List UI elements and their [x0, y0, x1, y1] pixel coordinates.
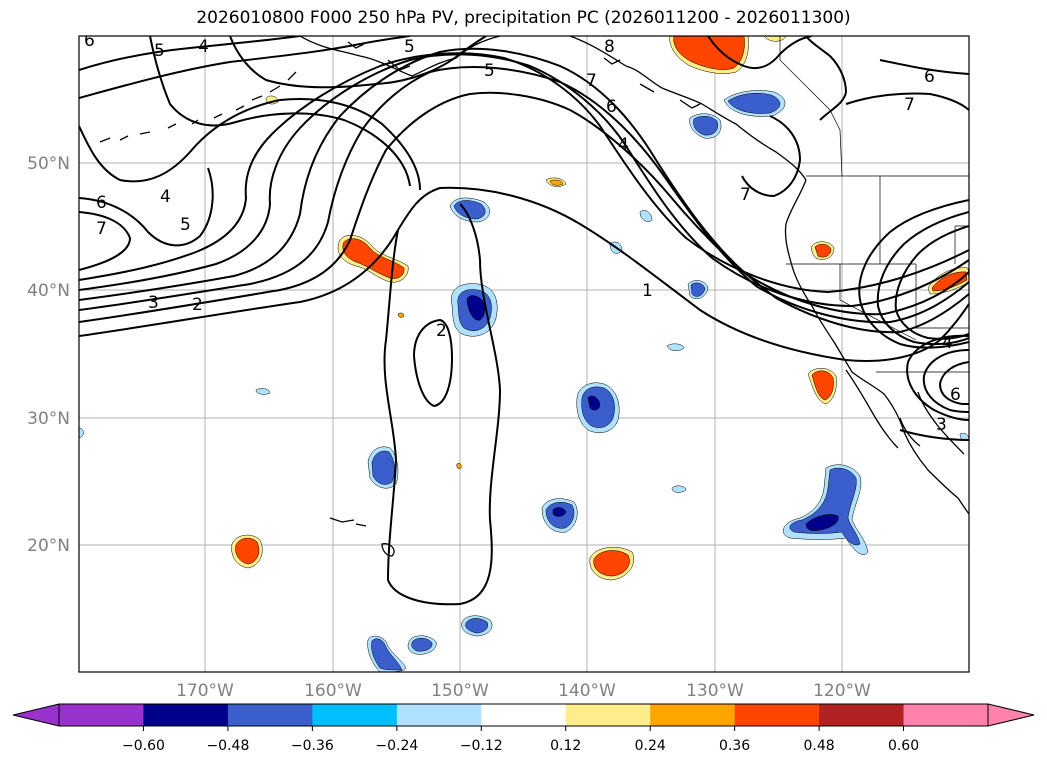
precip-patch [457, 463, 461, 468]
colorbar-segment [481, 704, 566, 726]
lat-label: 20°N [27, 536, 70, 556]
contour-label: 2 [436, 321, 447, 341]
colorbar-tick-label: −0.60 [122, 738, 165, 754]
precip-patch [398, 313, 404, 318]
contour-label: 6 [950, 385, 961, 405]
lat-label: 30°N [27, 409, 70, 429]
contour-label: 8 [604, 37, 615, 57]
colorbar-segment [735, 704, 820, 726]
colorbar-ticks: −0.60 −0.48 −0.36 −0.24 −0.12 0.12 0.24 0.36 0.4… [122, 726, 919, 754]
colorbar-tick-label: 0.36 [719, 738, 750, 754]
contour-label: 4 [198, 37, 209, 57]
contour-label: 1 [642, 281, 653, 301]
colorbar-segment [904, 704, 989, 726]
contour-label: 6 [924, 67, 935, 87]
colorbar-tick-label: −0.36 [291, 738, 334, 754]
colorbar-underflow-triangle [13, 704, 59, 726]
contour-label: 4 [942, 333, 953, 353]
colorbar-tick-label: 0.12 [550, 738, 581, 754]
colorbar-tick-label: 0.24 [635, 738, 666, 754]
colorbar-segment [312, 704, 397, 726]
precip-patch [412, 638, 432, 651]
precip-patch [672, 486, 686, 493]
colorbar-segment [650, 704, 735, 726]
contour-label: 7 [904, 95, 915, 115]
colorbar-tick-label: −0.12 [460, 738, 503, 754]
colorbar-segment [59, 704, 144, 726]
colorbar-segment [228, 704, 313, 726]
contour-label: 6 [96, 193, 107, 213]
colorbar: −0.60 −0.48 −0.36 −0.24 −0.12 0.12 0.24 0.36 0.4… [13, 704, 1034, 754]
contour-label: 5 [484, 61, 495, 81]
colorbar-segment [397, 704, 482, 726]
colorbar-tick-label: −0.48 [206, 738, 249, 754]
longitude-labels: 170°W 160°W 150°W 140°W 130°W 120°W [176, 681, 871, 701]
colorbar-tick-label: 0.48 [804, 738, 835, 754]
contour-label: 6 [84, 31, 95, 51]
colorbar-segment [819, 704, 904, 726]
contour-label: 4 [618, 135, 629, 155]
latitude-labels: 50°N 40°N 30°N 20°N [27, 154, 70, 556]
colorbar-segment [566, 704, 651, 726]
map-figure: 6 5 4 5 8 7 6 4 5 7 6 7 6 4 5 7 1 3 2 2 … [0, 0, 1047, 765]
precip-patch [372, 451, 394, 484]
contour-label: 7 [740, 185, 751, 205]
map-panel [79, 36, 969, 672]
contour-label: 2 [192, 295, 203, 315]
contour-label: 5 [404, 37, 415, 57]
contour-label: 5 [180, 215, 191, 235]
contour-label: 3 [148, 293, 159, 313]
lon-label: 130°W [686, 681, 744, 701]
lon-label: 120°W [813, 681, 871, 701]
colorbar-overflow-triangle [988, 704, 1034, 726]
contour-label: 5 [154, 41, 165, 61]
lat-label: 50°N [27, 154, 70, 174]
colorbar-segment [143, 704, 228, 726]
lon-label: 150°W [431, 681, 489, 701]
lon-label: 140°W [558, 681, 616, 701]
colorbar-tick-label: −0.24 [375, 738, 418, 754]
colorbar-segments [59, 704, 989, 726]
contour-label: 6 [606, 97, 617, 117]
contour-label: 7 [586, 71, 597, 91]
contour-label: 3 [936, 415, 947, 435]
lon-label: 160°W [304, 681, 362, 701]
contour-label: 4 [160, 187, 171, 207]
lat-label: 40°N [27, 281, 70, 301]
contour-label: 7 [96, 219, 107, 239]
colorbar-tick-label: 0.60 [888, 738, 919, 754]
lon-label: 170°W [176, 681, 234, 701]
